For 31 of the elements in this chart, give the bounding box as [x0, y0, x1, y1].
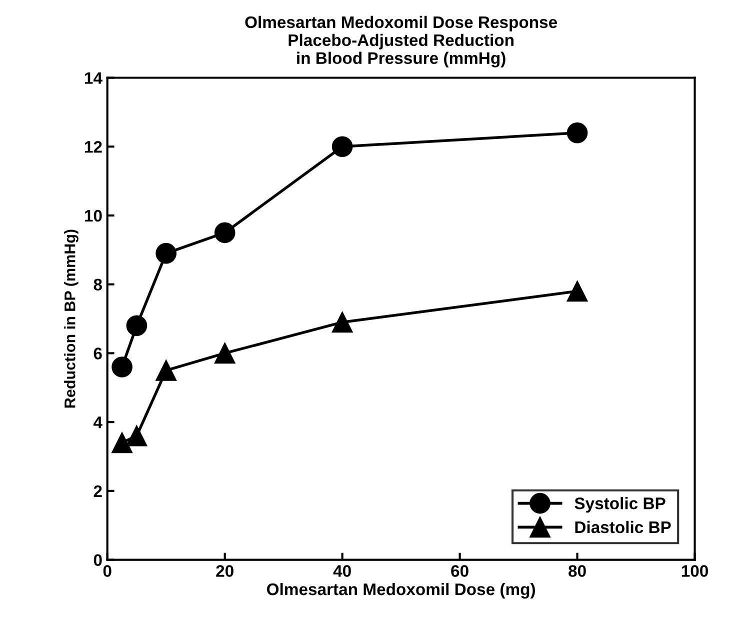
x-tick-label: 60 [451, 565, 468, 577]
point [214, 342, 236, 364]
y-tick-label: 12 [85, 141, 102, 153]
y-axis-title: Reduction in BP (mmHg) [64, 230, 78, 408]
point [112, 356, 132, 378]
x-tick-label: 0 [103, 565, 112, 577]
x-tick-label: 20 [216, 565, 234, 577]
point [332, 312, 353, 333]
y-tick-label: 4 [93, 416, 102, 428]
point [566, 280, 588, 302]
point [126, 425, 148, 446]
point [126, 315, 148, 336]
chart-title: Olmesartan Medoxomil Dose Response Placebo-Adjusted Reduction in Blood Pressure (mmHg) [245, 16, 558, 68]
x-axis-title: Olmesartan Medoxomil Dose (mg) [267, 582, 535, 599]
y-tick-label: 8 [94, 278, 102, 291]
x-tick-label: 80 [568, 565, 586, 577]
y-tick-label: 2 [94, 485, 102, 497]
legend-label: Diastolic BP [575, 520, 671, 534]
point [156, 360, 177, 381]
y-tick-label: 0 [94, 554, 102, 566]
x-tick-label: 40 [333, 565, 351, 577]
point [214, 222, 236, 244]
y-tick-label: 14 [85, 72, 102, 84]
point [156, 242, 177, 264]
y-tick-label: 6 [94, 348, 102, 360]
point [332, 136, 353, 158]
y-tick-label: 10 [85, 210, 102, 222]
x-tick-label: 100 [682, 565, 708, 577]
legend-label: Systolic BP [574, 497, 666, 513]
point [566, 122, 588, 144]
point [112, 432, 132, 454]
